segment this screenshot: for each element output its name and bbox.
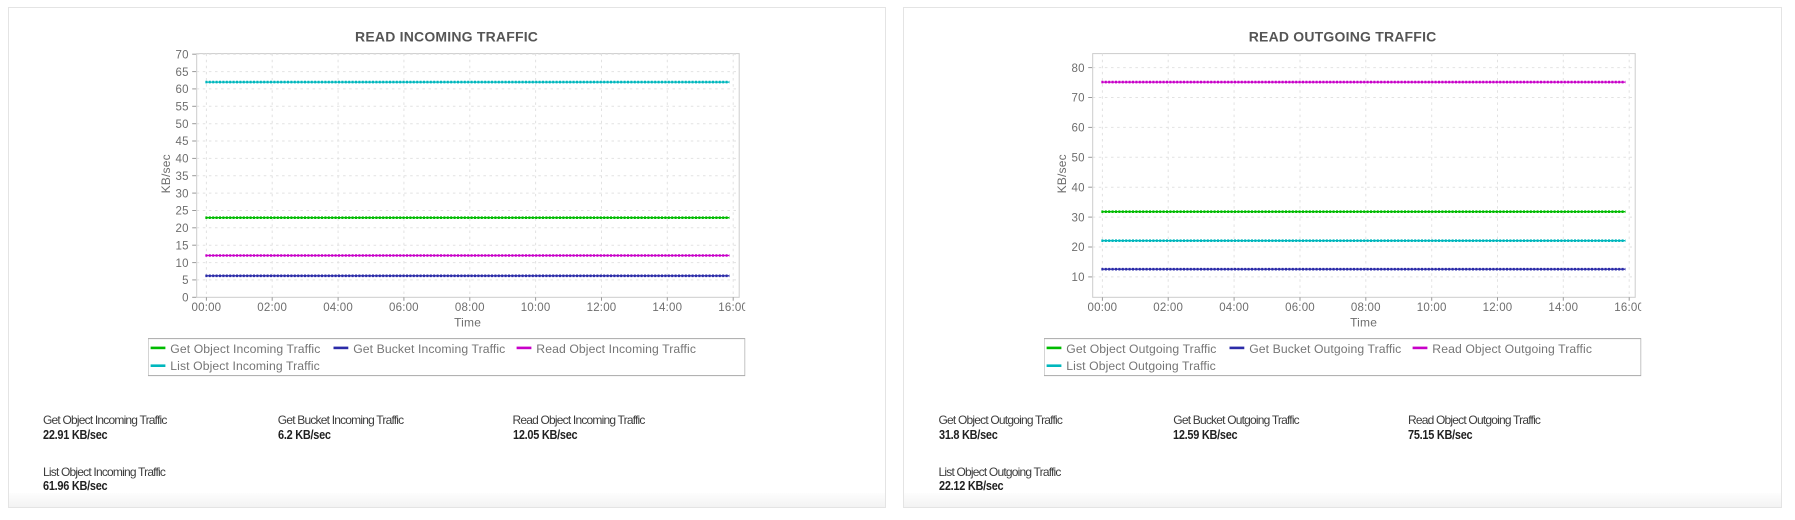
svg-text:65: 65 xyxy=(175,67,188,79)
svg-text:50: 50 xyxy=(175,119,188,131)
svg-text:Get Bucket Outgoing Traffic: Get Bucket Outgoing Traffic xyxy=(1249,342,1401,356)
svg-text:06:00: 06:00 xyxy=(1285,302,1315,314)
svg-text:00:00: 00:00 xyxy=(192,302,222,314)
svg-text:Time: Time xyxy=(454,316,481,330)
svg-text:5: 5 xyxy=(182,275,189,287)
svg-text:KB/sec: KB/sec xyxy=(159,154,173,193)
svg-text:55: 55 xyxy=(175,102,188,114)
svg-text:12:00: 12:00 xyxy=(1483,302,1513,314)
svg-text:0: 0 xyxy=(182,293,189,305)
svg-text:10: 10 xyxy=(1071,272,1084,284)
svg-text:00:00: 00:00 xyxy=(1088,302,1118,314)
svg-text:List Object Incoming Traffic: List Object Incoming Traffic xyxy=(170,359,320,373)
svg-text:02:00: 02:00 xyxy=(257,302,287,314)
svg-text:16:00: 16:00 xyxy=(718,302,748,314)
svg-text:Read Object Outgoing Traffic: Read Object Outgoing Traffic xyxy=(1432,342,1592,356)
svg-text:35: 35 xyxy=(175,171,188,183)
svg-text:25: 25 xyxy=(175,206,188,218)
svg-text:30: 30 xyxy=(1071,212,1084,224)
svg-text:Read Object Incoming Traffic: Read Object Incoming Traffic xyxy=(536,342,696,356)
svg-text:80: 80 xyxy=(1071,63,1084,75)
svg-text:06:00: 06:00 xyxy=(389,302,419,314)
svg-text:08:00: 08:00 xyxy=(1351,302,1381,314)
svg-text:10: 10 xyxy=(175,258,188,270)
svg-text:14:00: 14:00 xyxy=(652,302,682,314)
svg-text:12:00: 12:00 xyxy=(587,302,617,314)
svg-text:16:00: 16:00 xyxy=(1614,302,1644,314)
svg-text:40: 40 xyxy=(175,154,188,166)
svg-text:02:00: 02:00 xyxy=(1153,302,1183,314)
svg-text:04:00: 04:00 xyxy=(323,302,353,314)
svg-text:70: 70 xyxy=(1071,93,1084,105)
svg-text:20: 20 xyxy=(1071,242,1084,254)
svg-text:READ INCOMING TRAFFIC: READ INCOMING TRAFFIC xyxy=(355,29,538,45)
svg-text:30: 30 xyxy=(175,188,188,200)
svg-text:READ OUTGOING TRAFFIC: READ OUTGOING TRAFFIC xyxy=(1249,29,1437,45)
svg-text:14:00: 14:00 xyxy=(1548,302,1578,314)
svg-text:04:00: 04:00 xyxy=(1219,302,1249,314)
svg-text:45: 45 xyxy=(175,136,188,148)
svg-text:20: 20 xyxy=(175,223,188,235)
svg-text:KB/sec: KB/sec xyxy=(1055,154,1069,193)
svg-text:Get Bucket Incoming Traffic: Get Bucket Incoming Traffic xyxy=(353,342,505,356)
svg-text:40: 40 xyxy=(1071,182,1084,194)
svg-text:Time: Time xyxy=(1350,316,1377,330)
svg-text:60: 60 xyxy=(1071,123,1084,135)
svg-text:10:00: 10:00 xyxy=(1417,302,1447,314)
svg-text:List Object Outgoing Traffic: List Object Outgoing Traffic xyxy=(1066,359,1216,373)
svg-text:10:00: 10:00 xyxy=(521,302,551,314)
svg-text:60: 60 xyxy=(175,84,188,96)
svg-text:15: 15 xyxy=(175,240,188,252)
svg-text:08:00: 08:00 xyxy=(455,302,485,314)
svg-text:Get Object Incoming Traffic: Get Object Incoming Traffic xyxy=(170,342,320,356)
svg-text:50: 50 xyxy=(1071,153,1084,165)
svg-text:70: 70 xyxy=(175,49,188,61)
svg-text:Get Object Outgoing Traffic: Get Object Outgoing Traffic xyxy=(1066,342,1216,356)
